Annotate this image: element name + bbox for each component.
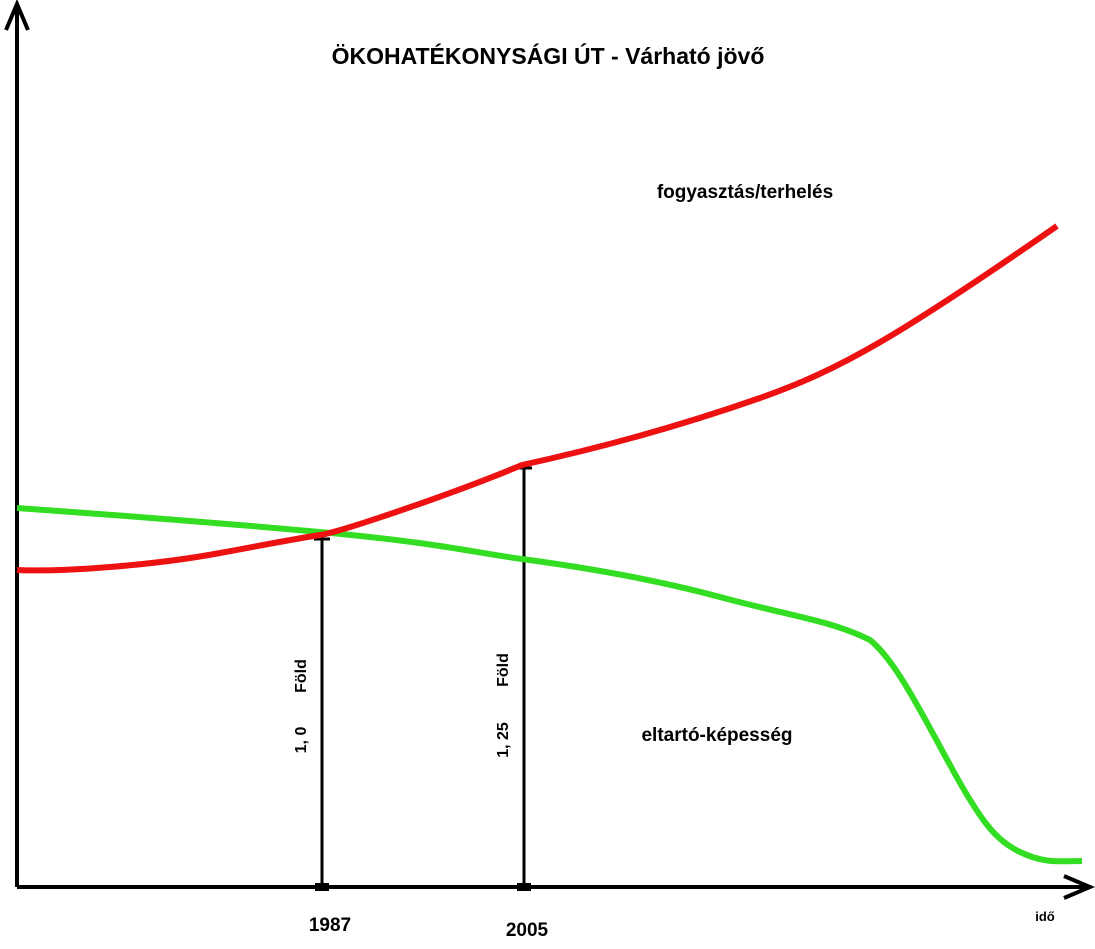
title: ÖKOHATÉKONYSÁGI ÚT - Várható jövő xyxy=(332,42,765,69)
consumption-curve xyxy=(16,223,1059,574)
year-label: 1987 xyxy=(309,915,351,936)
marker-ratio: 1, 0 xyxy=(293,727,310,754)
curve-label: eltartó-képesség xyxy=(641,725,792,746)
x-axis-arrow xyxy=(1063,874,1095,900)
marker-foot xyxy=(517,883,531,891)
marker-unit: Föld xyxy=(293,659,310,693)
curve-label: fogyasztás/terhelés xyxy=(657,182,833,203)
y-axis-arrow xyxy=(4,0,30,31)
marker-unit: Föld xyxy=(495,653,512,687)
marker-ratio: 1, 25 xyxy=(495,722,512,758)
capacity-curve xyxy=(16,505,1083,865)
marker-foot xyxy=(315,883,329,891)
year-label: 2005 xyxy=(506,920,549,941)
x-axis-label: idő xyxy=(1035,909,1055,924)
